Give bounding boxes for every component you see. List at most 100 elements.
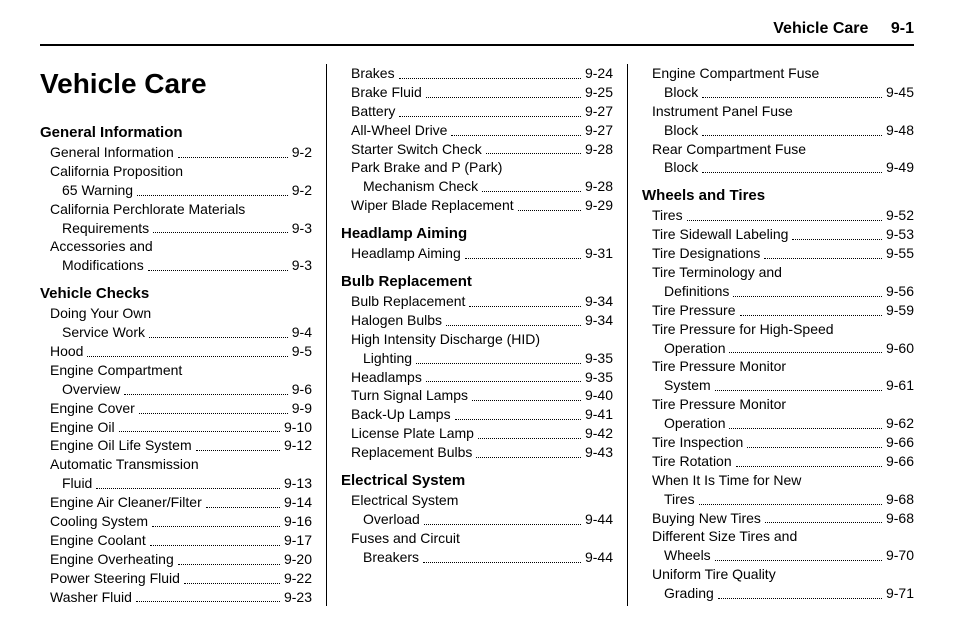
- toc-leader-dots: [472, 400, 581, 401]
- toc-entry-page: 9-68: [886, 490, 914, 509]
- toc-column: Vehicle CareGeneral InformationGeneral I…: [40, 64, 326, 606]
- toc-entry: Automatic TransmissionFluid9-13: [40, 455, 312, 493]
- toc-section-heading: Wheels and Tires: [642, 187, 914, 204]
- toc-entry-page: 9-22: [284, 569, 312, 588]
- toc-entry: Starter Switch Check9-28: [341, 140, 613, 159]
- toc-leader-dots: [702, 97, 882, 98]
- toc-leader-dots: [196, 450, 280, 451]
- toc-entry-page: 9-27: [585, 102, 613, 121]
- toc-entry: Power Steering Fluid9-22: [40, 569, 312, 588]
- toc-entry-page: 9-24: [585, 64, 613, 83]
- toc-leader-dots: [465, 258, 581, 259]
- toc-entry-page: 9-31: [585, 244, 613, 263]
- toc-entry: Tire Pressure for High-SpeedOperation9-6…: [642, 320, 914, 358]
- toc-leader-dots: [736, 466, 882, 467]
- toc-entry: Fuses and CircuitBreakers9-44: [341, 529, 613, 567]
- toc-leader-dots: [137, 195, 288, 196]
- toc-entry-label-cont: Fluid: [62, 474, 92, 493]
- toc-entry-page: 9-29: [585, 196, 613, 215]
- toc-leader-dots: [747, 447, 882, 448]
- toc-leader-dots: [149, 337, 288, 338]
- toc-entry-label: All-Wheel Drive: [341, 121, 447, 140]
- toc-entry-label: Brake Fluid: [341, 83, 422, 102]
- toc-entry-page: 9-52: [886, 206, 914, 225]
- toc-entry-label: Engine Coolant: [40, 531, 146, 550]
- toc-leader-dots: [718, 598, 882, 599]
- toc-entry-label: Hood: [40, 342, 83, 361]
- toc-entry: Engine Coolant9-17: [40, 531, 312, 550]
- toc-entry-page: 9-44: [585, 548, 613, 567]
- toc-entry: Different Size Tires andWheels9-70: [642, 527, 914, 565]
- toc-entry-page: 9-43: [585, 443, 613, 462]
- toc-entry-label-cont: Overload: [363, 510, 420, 529]
- toc-leader-dots: [729, 352, 881, 353]
- toc-entry: Buying New Tires9-68: [642, 509, 914, 528]
- toc-leader-dots: [399, 116, 581, 117]
- toc-entry-page: 9-61: [886, 376, 914, 395]
- toc-leader-dots: [765, 522, 882, 523]
- toc-entry: Brakes9-24: [341, 64, 613, 83]
- toc-entry-label: Tire Pressure Monitor: [652, 357, 914, 376]
- toc-entry: Engine Cover9-9: [40, 399, 312, 418]
- toc-entry: Tire Inspection9-66: [642, 433, 914, 452]
- toc-leader-dots: [152, 526, 280, 527]
- toc-entry-page: 9-9: [292, 399, 312, 418]
- toc-entry-page: 9-6: [292, 380, 312, 399]
- toc-entry: Engine Oil 9-10: [40, 418, 312, 437]
- toc-entry: Engine Overheating9-20: [40, 550, 312, 569]
- toc-entry: Engine Air Cleaner/Filter9-14: [40, 493, 312, 512]
- toc-entry-page: 9-68: [886, 509, 914, 528]
- toc-leader-dots: [482, 191, 581, 192]
- toc-entry-page: 9-53: [886, 225, 914, 244]
- toc-entry-page: 9-45: [886, 83, 914, 102]
- toc-leader-dots: [469, 306, 581, 307]
- toc-entry-label-cont: Block: [664, 158, 698, 177]
- toc-leader-dots: [518, 210, 581, 211]
- toc-leader-dots: [423, 562, 581, 563]
- toc-leader-dots: [139, 413, 288, 414]
- toc-entry-page: 9-13: [284, 474, 312, 493]
- toc-column: Engine Compartment FuseBlock9-45Instrume…: [628, 64, 914, 606]
- toc-entry-label: Headlamps: [341, 368, 422, 387]
- toc-entry-label: Rear Compartment Fuse: [652, 140, 914, 159]
- toc-columns: Vehicle CareGeneral InformationGeneral I…: [40, 64, 914, 606]
- toc-entry: Tire Pressure9-59: [642, 301, 914, 320]
- toc-section-heading: Vehicle Checks: [40, 285, 312, 302]
- toc-entry-label: Electrical System: [351, 491, 613, 510]
- toc-entry: Bulb Replacement9-34: [341, 292, 613, 311]
- toc-column: Brakes9-24Brake Fluid9-25Battery9-27All-…: [326, 64, 628, 606]
- toc-entry: Wiper Blade Replacement9-29: [341, 196, 613, 215]
- toc-entry-label: Engine Oil: [40, 418, 115, 437]
- page-title: Vehicle Care: [40, 68, 312, 100]
- toc-entry-page: 9-60: [886, 339, 914, 358]
- toc-entry-label-cont: Definitions: [664, 282, 729, 301]
- toc-leader-dots: [476, 457, 581, 458]
- toc-entry-label: License Plate Lamp: [341, 424, 474, 443]
- toc-entry-page: 9-49: [886, 158, 914, 177]
- toc-entry-page: 9-5: [292, 342, 312, 361]
- toc-entry-label: Engine Compartment: [50, 361, 312, 380]
- toc-entry-page: 9-55: [886, 244, 914, 263]
- toc-entry: General Information9-2: [40, 143, 312, 162]
- toc-leader-dots: [740, 315, 882, 316]
- toc-leader-dots: [687, 220, 882, 221]
- toc-entry: Washer Fluid9-23: [40, 588, 312, 607]
- toc-leader-dots: [153, 232, 288, 233]
- toc-entry-label-cont: Service Work: [62, 323, 145, 342]
- toc-entry-label-cont: Mechanism Check: [363, 177, 478, 196]
- toc-leader-dots: [148, 270, 288, 271]
- toc-entry-label: Tire Inspection: [642, 433, 743, 452]
- toc-entry-label: Halogen Bulbs: [341, 311, 442, 330]
- toc-entry-label-cont: Operation: [664, 414, 725, 433]
- toc-entry-page: 9-10: [284, 418, 312, 437]
- toc-entry-page: 9-59: [886, 301, 914, 320]
- toc-entry: California Perchlorate MaterialsRequirem…: [40, 200, 312, 238]
- toc-entry: All-Wheel Drive9-27: [341, 121, 613, 140]
- toc-leader-dots: [416, 363, 581, 364]
- toc-entry: Engine Oil Life System9-12: [40, 436, 312, 455]
- toc-entry: Engine Compartment FuseBlock9-45: [642, 64, 914, 102]
- toc-entry: Tire Rotation9-66: [642, 452, 914, 471]
- toc-leader-dots: [455, 419, 581, 420]
- page-header: Vehicle Care 9-1: [40, 20, 914, 46]
- toc-entry-label: Replacement Bulbs: [341, 443, 472, 462]
